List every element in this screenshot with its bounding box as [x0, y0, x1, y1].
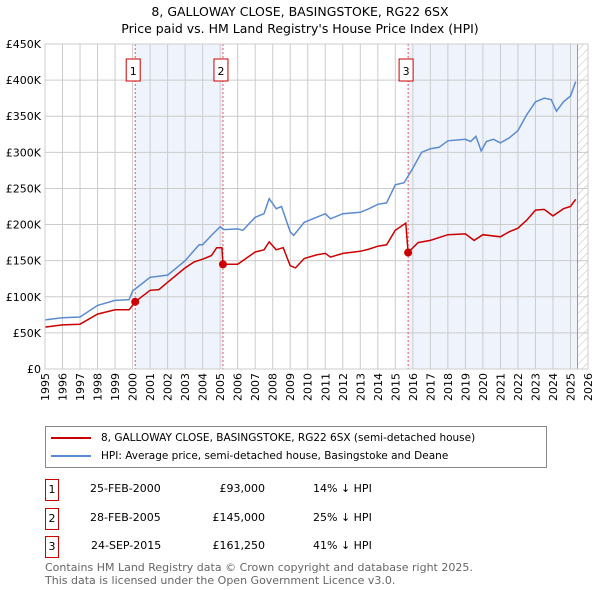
legend-label-property: 8, GALLOWAY CLOSE, BASINGSTOKE, RG22 6SX…: [101, 432, 476, 444]
sale-row: 3 24-SEP-2015 £161,250 41% ↓ HPI: [45, 536, 445, 558]
sale-label: 3: [403, 65, 410, 78]
sale-date: 25-FEB-2000: [90, 482, 161, 495]
legend-label-hpi: HPI: Average price, semi-detached house,…: [101, 450, 449, 462]
property-line: [44, 198, 577, 328]
y-tick-label: £0: [27, 363, 41, 376]
sale-hpi: 25% ↓ HPI: [313, 511, 372, 524]
sale-label-box: [213, 58, 229, 82]
x-tick-label: 2026: [582, 373, 595, 401]
x-tick-label: 2014: [372, 373, 385, 401]
y-tick-label: £100K: [6, 291, 42, 304]
x-tick-label: 2021: [494, 373, 507, 401]
sale-label-box: [125, 58, 141, 82]
x-tick-label: 2002: [162, 373, 175, 401]
x-tick-label: 2018: [442, 373, 455, 401]
sale-hpi: 41% ↓ HPI: [313, 539, 372, 552]
ownership-shade: [135, 44, 223, 369]
legend-blue-line: [51, 455, 91, 457]
x-tick-label: 2013: [354, 373, 367, 401]
x-tick-label: 1998: [92, 373, 105, 401]
sale-price: £145,000: [212, 511, 266, 524]
x-tick-label: 2017: [424, 373, 437, 401]
footer-line1: Contains HM Land Registry data © Crown c…: [45, 561, 473, 574]
y-tick-label: £350K: [6, 110, 42, 123]
sale-point: [131, 297, 140, 306]
chart-subtitle: Price paid vs. HM Land Registry's House …: [121, 21, 479, 36]
sale-price: £161,250: [212, 539, 266, 552]
x-tick-label: 2022: [512, 373, 525, 401]
footer-line2: This data is licensed under the Open Gov…: [45, 574, 396, 587]
x-tick-label: 2025: [564, 373, 577, 401]
x-tick-label: 2008: [267, 373, 280, 401]
x-tick-label: 2003: [179, 373, 192, 401]
x-tick-label: 1997: [74, 373, 87, 401]
y-tick-label: £300K: [6, 146, 42, 159]
y-tick-label: £250K: [6, 182, 42, 195]
y-tick-label: £150K: [6, 255, 42, 268]
x-tick-label: 2005: [214, 373, 227, 401]
x-tick-label: 2007: [249, 373, 262, 401]
sale-date: 28-FEB-2005: [90, 511, 161, 524]
sale-row: 1 25-FEB-2000 £93,000 14% ↓ HPI: [45, 479, 445, 501]
sale-point: [218, 260, 227, 269]
footer: Contains HM Land Registry data © Crown c…: [45, 561, 473, 587]
y-tick-label: £50K: [13, 327, 42, 340]
x-tick-label: 2019: [459, 373, 472, 401]
x-tick-label: 2023: [529, 373, 542, 401]
sale-row: 2 28-FEB-2005 £145,000 25% ↓ HPI: [45, 508, 445, 530]
y-tick-label: £200K: [6, 219, 42, 232]
forecast-hatch: [577, 44, 588, 369]
x-tick-label: 2000: [127, 373, 140, 401]
sale-marker-box: 3: [45, 536, 59, 558]
legend: 8, GALLOWAY CLOSE, BASINGSTOKE, RG22 6SX…: [45, 426, 547, 468]
y-tick-label: £400K: [6, 74, 42, 87]
ownership-shade: [408, 44, 578, 369]
legend-red-line: [51, 437, 91, 439]
x-tick-label: 2009: [284, 373, 297, 401]
sale-point: [404, 248, 413, 257]
x-tick-label: 2016: [407, 373, 420, 401]
x-tick-label: 2011: [319, 373, 332, 401]
x-tick-label: 2012: [337, 373, 350, 401]
x-tick-label: 1996: [57, 373, 70, 401]
x-tick-label: 2001: [144, 373, 157, 401]
sale-date: 24-SEP-2015: [91, 539, 162, 552]
x-tick-label: 2006: [232, 373, 245, 401]
x-tick-label: 2015: [389, 373, 402, 401]
y-tick-label: £450K: [6, 38, 42, 51]
x-tick-label: 2020: [477, 373, 490, 401]
plot-border: [44, 43, 589, 370]
sale-marker-box: 2: [45, 508, 59, 530]
sale-price: £93,000: [219, 482, 266, 495]
sale-label: 2: [217, 65, 224, 78]
x-tick-label: 2010: [302, 373, 315, 401]
sale-label-box: [398, 58, 414, 82]
x-tick-label: 2024: [547, 373, 560, 401]
hpi-line: [44, 81, 577, 321]
x-tick-label: 1999: [109, 373, 122, 401]
x-tick-label: 2004: [197, 373, 210, 401]
price-chart: 1995 1996 1997 1998 1999 2000 2001 2002 2003 2004…: [6, 38, 595, 401]
x-tick-label: 1995: [39, 373, 52, 401]
sale-label: 1: [130, 65, 137, 78]
sale-hpi: 14% ↓ HPI: [313, 482, 372, 495]
sale-marker-box: 1: [45, 479, 59, 501]
chart-title: 8, GALLOWAY CLOSE, BASINGSTOKE, RG22 6SX: [151, 4, 449, 19]
